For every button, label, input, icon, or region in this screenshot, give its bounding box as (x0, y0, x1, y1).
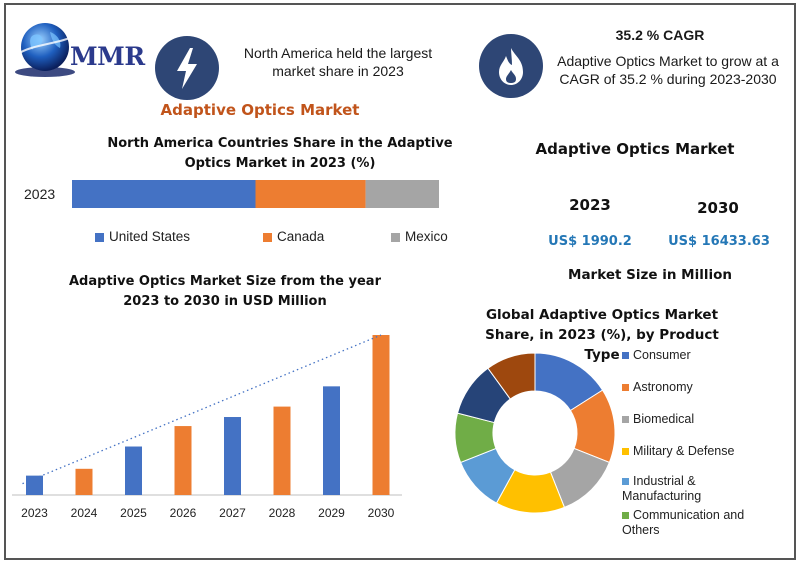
legend-swatch (622, 352, 629, 360)
legend-label: Military & Defense (633, 444, 735, 458)
legend-label: Canada (277, 229, 325, 244)
legend-label: Communication and Others (622, 508, 745, 537)
bar-2023 (26, 475, 43, 495)
value-2023: US$ 1990.2 (548, 234, 632, 249)
legend-label: Industrial & Manufacturing (622, 474, 702, 503)
bar-2030 (372, 335, 390, 495)
legend-item-canada: Canada (263, 229, 324, 244)
legend-swatch (263, 232, 272, 242)
x-tick-label: 2028 (269, 506, 296, 520)
bar-segment-united-states (72, 180, 256, 208)
country-share-legend: United States Canada Mexico (95, 229, 475, 247)
globe-icon (15, 23, 79, 77)
legend-swatch (622, 448, 629, 456)
legend-item-communication: Communication and Others (622, 508, 758, 538)
x-tick-label: 2024 (71, 506, 98, 520)
mmr-logo: MMR (8, 14, 148, 84)
bar-2026 (174, 426, 192, 495)
lightning-bolt-icon (155, 36, 219, 100)
bar-2028 (273, 406, 291, 495)
x-tick-label: 2023 (21, 506, 48, 520)
largest-share-note: North America held the largest market sh… (243, 45, 433, 79)
x-tick-label: 2026 (170, 506, 197, 520)
product-share-donut (454, 352, 616, 514)
legend-swatch (95, 232, 104, 242)
bar-segment-canada (255, 180, 366, 208)
legend-label: Astronomy (633, 380, 693, 394)
right-panel-title: Adaptive Optics Market (535, 140, 735, 158)
x-tick-label: 2025 (120, 506, 147, 520)
x-tick-label: 2029 (318, 506, 345, 520)
legend-label: Consumer (633, 348, 691, 362)
legend-label: United States (109, 229, 191, 244)
value-2030: US$ 16433.63 (668, 234, 770, 249)
x-tick-label: 2027 (219, 506, 246, 520)
product-share-chart-title: Global Adaptive Optics Market Share, in … (485, 307, 719, 363)
legend-item-biomedical: Biomedical (622, 412, 694, 427)
country-share-chart-title: North America Countries Share in the Ada… (107, 136, 453, 171)
cagr-note: Adaptive Optics Market to grow at a CAGR… (557, 53, 779, 87)
bar-2024 (75, 468, 93, 495)
x-tick-label: 2030 (368, 506, 395, 520)
logo-text: MMR (70, 42, 145, 71)
legend-item-us: United States (95, 229, 190, 244)
legend-label: Mexico (405, 229, 448, 244)
legend-swatch (622, 512, 629, 520)
bar-segment-mexico (365, 180, 439, 208)
year-2023-label: 2023 (569, 196, 611, 214)
country-share-chart: 2023 (24, 180, 439, 208)
legend-item-military: Military & Defense (622, 444, 734, 459)
legend-item-consumer: Consumer (622, 348, 691, 363)
category-label: 2023 (24, 186, 55, 202)
main-title: Adaptive Optics Market (160, 101, 360, 119)
legend-item-industrial: Industrial & Manufacturing (622, 474, 742, 504)
flame-icon (479, 34, 543, 98)
year-2030-label: 2030 (697, 199, 739, 217)
bar-2025 (125, 446, 142, 495)
market-size-chart-title: Adaptive Optics Market Size from the yea… (69, 274, 381, 309)
legend-item-mexico: Mexico (391, 229, 448, 244)
legend-swatch (622, 478, 629, 486)
legend-item-astronomy: Astronomy (622, 380, 693, 395)
legend-label: Biomedical (633, 412, 695, 426)
trend-line (22, 334, 382, 485)
market-size-chart: 2023 2024 2025 2026 2027 2028 2029 2030 (12, 334, 402, 520)
bar-2027 (224, 417, 241, 495)
bar-2029 (323, 386, 340, 495)
market-size-caption: Market Size in Million (568, 267, 732, 283)
legend-swatch (622, 416, 629, 424)
cagr-title: 35.2 % CAGR (615, 27, 705, 43)
legend-swatch (622, 384, 629, 392)
donut-slice-slice-8 (487, 352, 536, 400)
legend-swatch (391, 232, 400, 242)
